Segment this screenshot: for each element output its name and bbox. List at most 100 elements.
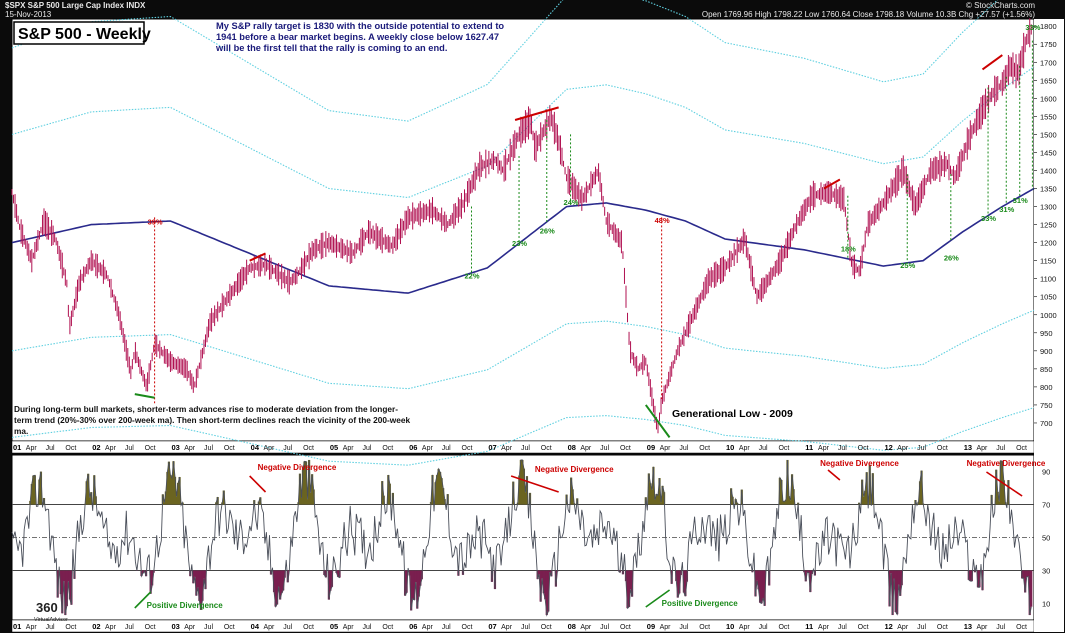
negative-divergence-line: [249, 252, 266, 262]
y-tick-label: 700: [1040, 419, 1053, 428]
x-month-label: Oct: [778, 624, 789, 631]
x-month-label: Apr: [660, 445, 672, 452]
title-box: [13, 21, 145, 45]
negative-divergence-line: [981, 54, 1003, 71]
divergence-label: Negative Divergence: [258, 463, 337, 472]
x-month-label: Jul: [996, 445, 1005, 452]
x-month-label: Apr: [105, 624, 117, 631]
x-month-label: Jul: [600, 445, 609, 452]
deviation-label: 48%: [655, 216, 670, 225]
x-month-label: Jul: [125, 624, 134, 631]
osc-tick-label: 50: [1042, 534, 1050, 543]
x-month-label: Jul: [204, 624, 213, 631]
x-year-label: 11: [805, 622, 813, 631]
x-month-label: Apr: [422, 624, 434, 631]
x-month-label: Jul: [442, 624, 451, 631]
deviation-label: 26%: [540, 227, 555, 236]
y-tick-label: 1100: [1040, 275, 1056, 284]
x-year-label: 08: [568, 443, 576, 452]
x-year-label: 06: [409, 443, 417, 452]
x-month-label: Oct: [620, 624, 631, 631]
divergence-label: Negative Divergence: [535, 465, 614, 474]
x-month-label: Apr: [818, 624, 830, 631]
generational-low-label: Generational Low - 2009: [672, 408, 793, 420]
y-tick-label: 1300: [1040, 203, 1057, 212]
deviation-label: 31%: [999, 205, 1014, 214]
x-year-label: 13: [964, 622, 972, 631]
osc-tick-label: 70: [1042, 501, 1050, 510]
deviation-label: 33%: [981, 214, 996, 223]
x-year-label: 07: [488, 622, 496, 631]
divergence-trendline: [986, 471, 1023, 497]
x-year-label: 09: [647, 443, 655, 452]
divergence-label: Positive Divergence: [662, 599, 739, 608]
y-tick-label: 950: [1040, 329, 1053, 338]
deviation-band: [11, 407, 1035, 466]
x-month-label: Apr: [263, 445, 275, 452]
x-year-label: 06: [409, 622, 417, 631]
y-tick-label: 1350: [1040, 185, 1057, 194]
x-month-label: Apr: [897, 624, 909, 631]
x-month-label: Apr: [501, 445, 513, 452]
x-year-label: 12: [884, 622, 892, 631]
x-month-label: Jul: [442, 445, 451, 452]
chart-date: 15-Nov-2013: [5, 10, 52, 19]
divergence-trendline: [249, 475, 267, 493]
osc-tick-label: 10: [1042, 600, 1050, 609]
osc-tick-label: 30: [1042, 567, 1050, 576]
x-month-label: Jul: [46, 445, 55, 452]
x-month-label: Oct: [145, 445, 156, 452]
x-year-label: 01: [13, 622, 21, 631]
y-tick-label: 1800: [1040, 22, 1057, 31]
y-tick-label: 1150: [1040, 257, 1056, 266]
x-month-label: Apr: [501, 624, 513, 631]
x-month-label: Oct: [303, 445, 314, 452]
x-month-label: Apr: [343, 445, 355, 452]
deviation-band: [11, 0, 999, 122]
y-tick-label: 900: [1040, 347, 1053, 356]
x-year-label: 04: [251, 443, 260, 452]
x-year-label: 07: [488, 443, 496, 452]
x-month-label: Apr: [977, 624, 989, 631]
x-month-label: Jul: [46, 624, 55, 631]
deviation-label: 22%: [465, 272, 480, 281]
divergence-trendline: [645, 589, 671, 608]
y-tick-label: 1600: [1040, 94, 1057, 103]
y-tick-label: 1050: [1040, 293, 1057, 302]
y-tick-label: 1550: [1040, 112, 1057, 121]
x-month-label: Apr: [739, 624, 751, 631]
logo-subtext: VirtualAdvisor: [34, 617, 68, 623]
deviation-band: [11, 66, 1035, 199]
negative-divergence-line: [823, 178, 841, 190]
x-month-label: Jul: [917, 445, 926, 452]
deviation-label: 18%: [841, 245, 856, 254]
x-month-label: Apr: [897, 445, 909, 452]
divergence-trendline: [510, 475, 559, 493]
x-month-label: Jul: [363, 445, 372, 452]
x-year-label: 03: [171, 622, 179, 631]
x-month-label: Oct: [462, 624, 473, 631]
x-month-label: Oct: [937, 445, 948, 452]
deviation-label: 26%: [944, 254, 959, 263]
y-tick-label: 1750: [1040, 40, 1057, 49]
x-month-label: Jul: [679, 445, 688, 452]
x-month-label: Oct: [145, 624, 156, 631]
x-year-label: 05: [330, 443, 338, 452]
x-month-label: Apr: [818, 445, 830, 452]
x-month-label: Apr: [422, 445, 434, 452]
x-month-label: Oct: [937, 624, 948, 631]
lower-note: During long-term bull markets, shorter-t…: [14, 404, 411, 436]
x-month-label: Jul: [283, 624, 292, 631]
x-month-label: Jul: [679, 624, 688, 631]
deviation-label: 39%: [148, 218, 163, 227]
x-month-label: Oct: [224, 624, 235, 631]
negative-divergence-line: [514, 106, 559, 121]
y-tick-label: 750: [1040, 401, 1053, 410]
target-note-wrap: My S&P rally target is 1830 with the out…: [216, 21, 504, 53]
x-month-label: Oct: [699, 445, 710, 452]
deviation-label: 23%: [512, 239, 527, 248]
x-month-label: Apr: [580, 624, 592, 631]
x-month-label: Oct: [858, 624, 869, 631]
x-year-label: 04: [251, 622, 260, 631]
